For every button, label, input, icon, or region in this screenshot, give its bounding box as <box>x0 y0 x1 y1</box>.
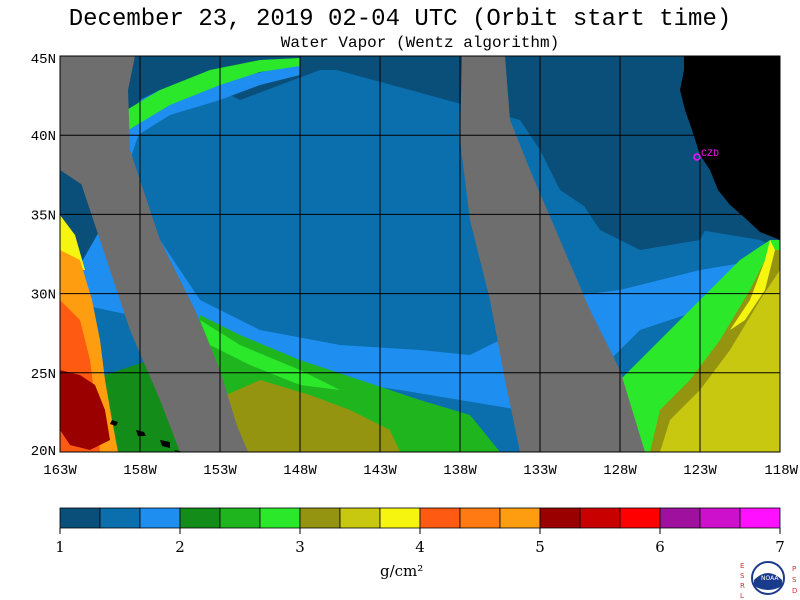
svg-text:L: L <box>740 592 744 600</box>
vapor-band-dark-east <box>540 60 720 250</box>
latitude-label: 35N <box>31 208 56 224</box>
colorbar-tick-label: 5 <box>535 538 545 556</box>
station-label: CZD <box>701 149 719 160</box>
colorbar-tick-label: 2 <box>175 538 185 556</box>
latitude-label: 20N <box>31 444 56 460</box>
latitude-label: 25N <box>31 367 56 383</box>
graticule <box>60 56 780 452</box>
colorbar-segment <box>259 507 301 529</box>
longitude-label: 158W <box>123 463 157 479</box>
colorbar-segment <box>139 507 181 529</box>
colorbar-segment <box>299 507 341 529</box>
svg-text:P: P <box>792 565 796 573</box>
svg-text:R: R <box>740 582 745 590</box>
vapor-band-bright-yellow-east <box>730 240 775 330</box>
colorbar-tick-label: 3 <box>295 538 305 556</box>
longitude-label: 123W <box>683 463 717 479</box>
vapor-band-bright-blue-north <box>120 62 300 140</box>
longitude-label: 133W <box>523 463 557 479</box>
latitude-label: 30N <box>31 288 56 304</box>
svg-text:S: S <box>792 576 797 584</box>
hawaii-island-2 <box>136 430 146 436</box>
colorbar-segment <box>459 507 501 529</box>
colorbar-segment <box>219 507 261 529</box>
longitude-label: 148W <box>283 463 317 479</box>
hawaii-island-1 <box>110 420 118 426</box>
colorbar-segment <box>179 507 221 529</box>
colorbar-tick-label: 6 <box>655 538 665 556</box>
colorbar-tick-label: 1 <box>55 538 65 556</box>
colorbar-tick-labels: 1 2 3 4 5 6 7 <box>55 528 785 556</box>
noaa-esrl-psd-logo: E S R L NOAA P S D <box>740 561 797 600</box>
colorbar <box>59 507 781 529</box>
svg-text:S: S <box>740 572 745 580</box>
colorbar-segment <box>99 507 141 529</box>
map-subtitle: Water Vapor (Wentz algorithm) <box>280 34 560 52</box>
colorbar-segment <box>339 507 381 529</box>
colorbar-segment <box>659 507 701 529</box>
longitude-label: 138W <box>443 463 477 479</box>
no-data-swath-center <box>460 56 645 452</box>
colorbar-units: g/cm² <box>380 562 424 580</box>
colorbar-segment <box>699 507 741 529</box>
colorbar-tick-label: 7 <box>775 538 785 556</box>
land-north-america <box>680 56 780 240</box>
vapor-band-dark-red-west <box>60 370 110 450</box>
colorbar-segment <box>619 507 661 529</box>
latitude-labels: 45N 40N 35N 30N 25N 20N <box>31 52 56 460</box>
colorbar-segment <box>579 507 621 529</box>
vapor-band-yellow-east <box>660 270 780 452</box>
station-marker <box>693 153 701 161</box>
latitude-label: 40N <box>31 129 56 145</box>
map-title: December 23, 2019 02-04 UTC (Orbit start… <box>68 6 732 33</box>
longitude-labels: 163W 158W 153W 148W 143W 138W 133W 128W 123W 118W <box>43 463 798 479</box>
colorbar-segment <box>379 507 421 529</box>
colorbar-tick-label: 4 <box>415 538 425 556</box>
svg-text:NOAA: NOAA <box>761 575 779 582</box>
longitude-label: 128W <box>603 463 637 479</box>
latitude-label: 45N <box>31 52 56 68</box>
no-data-swath-west-edge <box>60 56 248 452</box>
colorbar-segment <box>59 507 101 529</box>
vapor-band-olive-south <box>215 380 400 452</box>
colorbar-segment <box>539 507 581 529</box>
hawaii-island-3 <box>160 440 170 448</box>
map-area <box>60 56 780 452</box>
colorbar-segment <box>499 507 541 529</box>
longitude-label: 143W <box>363 463 397 479</box>
longitude-label: 153W <box>203 463 237 479</box>
map-frame <box>59 55 781 453</box>
svg-text:E: E <box>740 562 744 570</box>
longitude-label: 118W <box>764 463 798 479</box>
svg-text:D: D <box>792 587 797 595</box>
longitude-label: 163W <box>43 463 77 479</box>
colorbar-segment <box>419 507 461 529</box>
colorbar-segment <box>739 507 781 529</box>
